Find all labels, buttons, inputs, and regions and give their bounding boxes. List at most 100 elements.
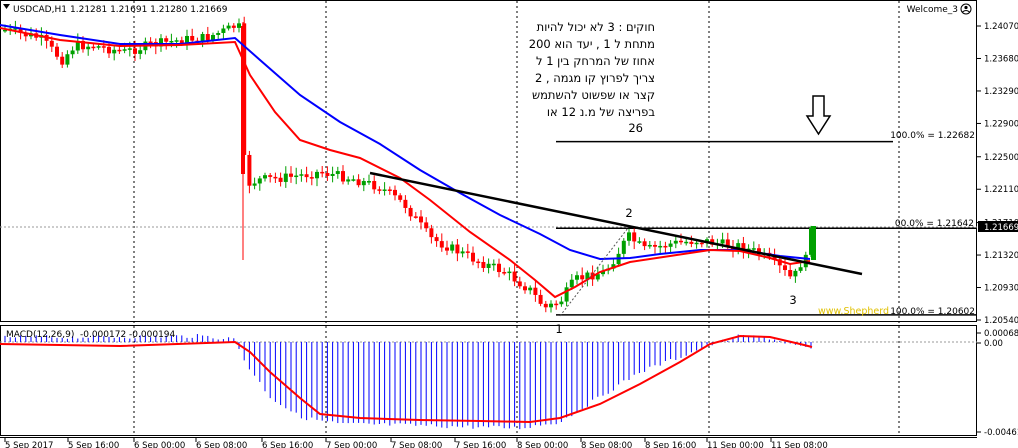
candle-body [284,174,288,182]
time-tick-label: 11 Sep 08:00 [771,441,828,448]
candle-body [263,175,267,178]
fibonacci-baseline [560,228,628,316]
candle-body [206,34,210,40]
candle-body [50,41,54,47]
candle-body [86,47,90,50]
price-tick-label: 1.24070 [984,22,1018,32]
candle-body [471,253,475,262]
time-axis: 5 Sep 2017 5 Sep 16:00 6 Sep 00:00 6 Sep 08… [5,437,828,448]
candle-body [435,237,439,241]
time-tick-label: 7 Sep 00:00 [326,441,377,448]
candle-body [799,267,803,271]
candle-body [518,281,522,286]
candle-body [440,241,444,247]
candle-body [107,47,111,53]
note-line-1: חוקים : 3 לא יכול להיות [537,20,655,34]
dropdown-triangle-icon [3,4,10,9]
candle-body [476,262,480,264]
candle-body [55,47,59,57]
price-tick-label: 1.20930 [984,284,1018,294]
price-tick-label: 1.20540 [984,316,1018,326]
candle-body [91,47,95,49]
macd-axis: 0.0006810.00 -0.00461 [977,329,1018,438]
time-tick-label: 8 Sep 00:00 [517,441,568,448]
note-line-6: בפריצה של מ.נ 12 או [547,105,655,119]
candle-body [372,181,376,189]
candle-body [409,208,413,216]
candle-body [175,40,179,42]
vertical-grid [134,1,899,435]
price-tick-label: 1.22110 [984,185,1018,195]
candle-body [123,49,127,51]
candle-body [679,241,683,243]
candle-body [383,189,387,191]
candle-body [481,262,485,268]
time-tick-label: 6 Sep 00:00 [134,441,185,448]
price-tick-label: 1.22900 [984,119,1018,129]
candles [3,17,816,313]
candle-body [97,46,101,48]
candle-body [811,226,816,260]
candle-body [700,243,704,245]
price-tick-label: 1.23680 [984,54,1018,64]
candle-body [523,286,527,290]
candle-body [398,195,402,200]
time-tick-label: 5 Sep 16:00 [68,441,119,448]
note-line-5: קצר או שפשוט להשתמש [532,88,655,102]
macd-signal-line [0,336,812,422]
price-tick-label: 1.23290 [984,87,1018,97]
macd-tick-label: 0.000681 [984,329,1018,339]
candle-body [658,246,662,248]
candle-body [232,26,236,28]
candle-body [539,295,543,304]
candle-body [351,179,355,181]
candle-body [258,178,262,183]
candle-body [414,216,418,218]
candle-body [268,175,272,177]
candle-body [60,57,64,65]
down-arrow-icon [807,96,830,134]
candle-body [299,174,303,176]
candle-body [492,264,496,266]
fib-neg100-label: 100.0% = 1.20602 [890,307,975,317]
candle-body [253,183,257,185]
macd-label: MACD(12,26,9) [6,330,74,340]
symbol-label: USDCAD,H1 [13,5,67,15]
candle-body [346,179,350,181]
candle-body [362,181,366,185]
candle-body [305,174,309,177]
candle-body [325,173,329,176]
candle-body [549,304,553,308]
point-3-label: 3 [789,293,796,307]
red-moving-average-line [0,28,810,297]
candle-body [331,174,335,176]
candle-body [663,246,667,248]
candle-body [643,241,647,246]
account-icon[interactable] [961,4,971,14]
fib-100-label: 100.0% = 1.22682 [890,131,975,141]
candle-body [294,176,298,178]
point-2-label: 2 [625,206,632,220]
time-tick-label: 8 Sep 08:00 [581,441,632,448]
price-tick-label: 1.22500 [984,153,1018,163]
candle-body [65,54,69,64]
candle-body [445,248,449,251]
candle-body [117,50,121,52]
candle-body [466,251,470,253]
candle-body [320,172,324,174]
candle-body [695,243,699,245]
candle-body [653,245,657,247]
time-tick-label: 5 Sep 2017 [5,441,53,448]
candle-body [513,272,517,282]
candle-body [544,304,548,307]
time-tick-label: 8 Sep 16:00 [645,441,696,448]
candle-body [669,244,673,247]
candle-body [783,265,787,270]
candle-body [403,200,407,208]
candle-body [684,242,688,244]
candle-body [393,190,397,195]
watermark-text: www.Shepherd [818,306,889,317]
candle-body [461,251,465,253]
macd-histogram [5,334,811,429]
